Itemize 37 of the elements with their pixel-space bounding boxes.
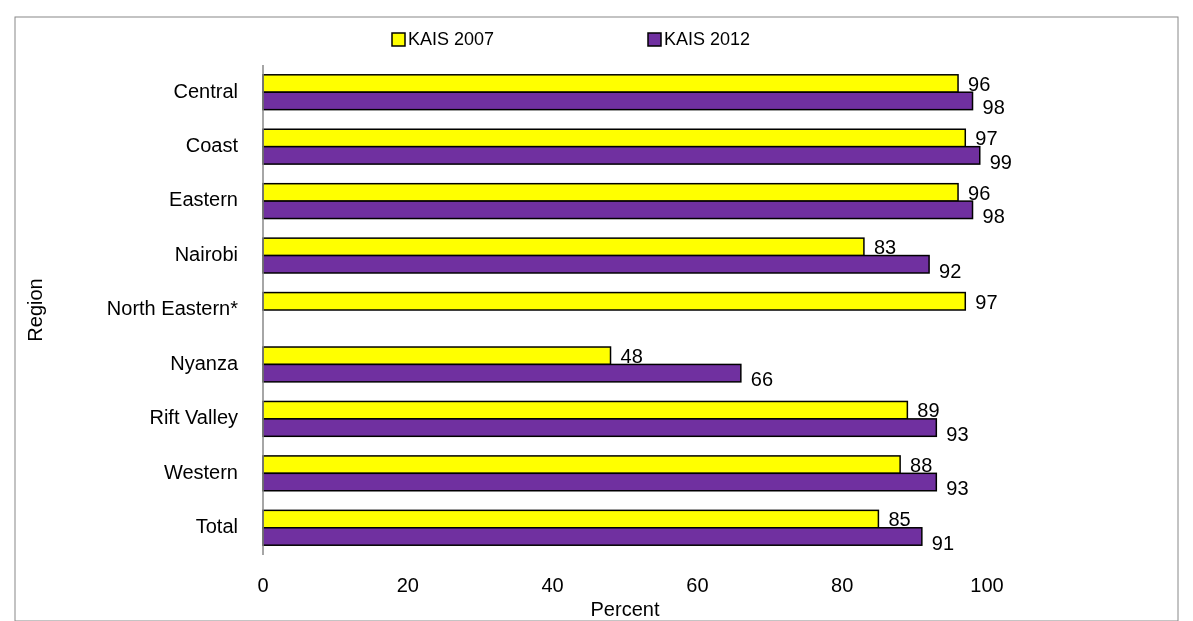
data-label: 97: [975, 127, 998, 150]
x-tick-label: 80: [831, 574, 854, 596]
data-label: 83: [873, 236, 897, 259]
legend-label: KAIS 2007: [408, 28, 495, 49]
y-tick-label: Central: [173, 79, 238, 102]
y-tick-label: Nairobi: [174, 242, 238, 265]
x-tick-label: 40: [541, 574, 564, 596]
data-label: 92: [939, 259, 962, 282]
data-label: 85: [888, 508, 911, 531]
x-axis-title: Percent: [590, 598, 660, 620]
data-label: 91: [931, 531, 955, 554]
data-label: 96: [968, 181, 991, 204]
data-label: 48: [620, 345, 643, 368]
data-label: 89: [917, 399, 940, 422]
data-label: 88: [910, 453, 933, 476]
x-tick-label: 0: [257, 574, 269, 596]
y-tick-label: Western: [163, 460, 238, 483]
data-label: 98: [982, 96, 1005, 119]
legend-label: KAIS 2012: [664, 28, 751, 49]
y-tick-label: Nyanza: [170, 351, 239, 374]
data-label: 98: [982, 205, 1005, 228]
x-tick-label: 60: [686, 574, 709, 596]
x-tick-label: 100: [970, 574, 1004, 596]
y-tick-label: Eastern: [169, 188, 238, 211]
bar: [262, 291, 967, 311]
data-label: 93: [946, 477, 969, 500]
x-tick-label: 20: [396, 574, 419, 596]
data-label: 66: [750, 368, 774, 391]
data-label: 99: [989, 150, 1013, 173]
y-tick-label: Total: [195, 515, 238, 538]
y-axis-title: Region: [24, 278, 46, 342]
y-tick-label: North Eastern*: [106, 297, 239, 320]
data-label: 93: [946, 422, 969, 445]
y-tick-label: Coast: [185, 133, 239, 156]
data-label: 97: [975, 290, 998, 313]
y-tick-label: Rift Valley: [149, 406, 238, 429]
data-label: 96: [968, 72, 991, 95]
